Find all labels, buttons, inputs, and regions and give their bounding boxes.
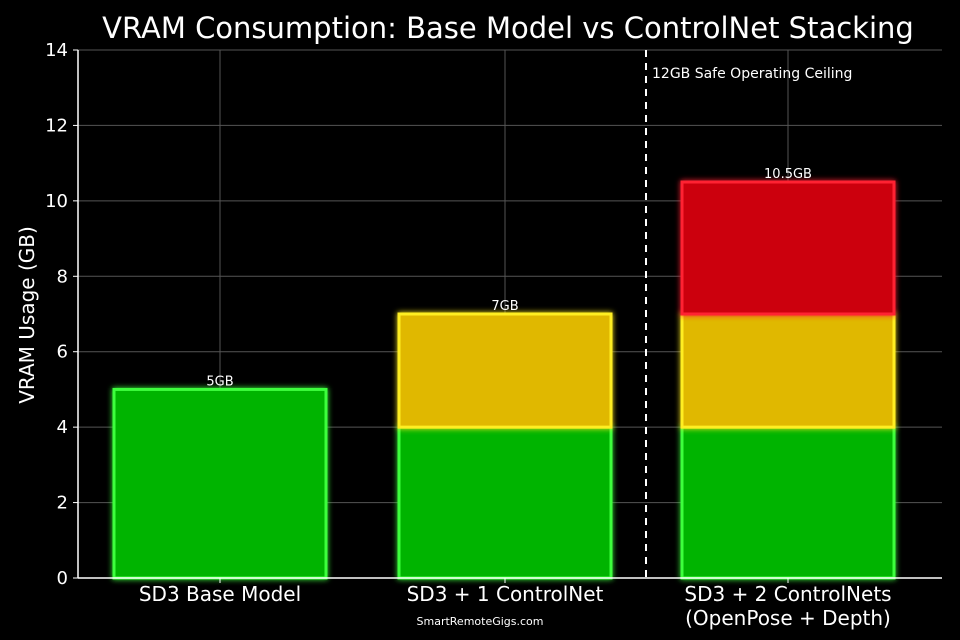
y-axis-title: VRAM Usage (GB) [15, 226, 39, 404]
y-tick-label: 12 [45, 115, 68, 136]
bar-segment [680, 180, 896, 316]
ceiling-annotation: 12GB Safe Operating Ceiling [652, 66, 852, 82]
x-tick-label: SD3 Base Model [139, 582, 301, 606]
bar-value-label: 10.5GB [764, 167, 812, 182]
x-tick-label: SD3 + 1 ControlNet [407, 582, 604, 606]
x-tick-label: SD3 + 2 ControlNets [684, 582, 891, 606]
bar-segment [397, 425, 613, 580]
y-tick-label: 8 [57, 266, 68, 287]
bar-segment [680, 425, 896, 580]
y-tick-label: 2 [57, 493, 68, 514]
bar-segment [397, 312, 613, 429]
y-tick-label: 0 [57, 568, 68, 589]
axes-layer [73, 49, 942, 583]
x-tick-label: (OpenPose + Depth) [685, 606, 891, 630]
y-tick-label: 4 [57, 417, 68, 438]
chart-title: VRAM Consumption: Base Model vs ControlN… [102, 11, 914, 45]
y-tick-label: 14 [45, 40, 68, 61]
bar-value-label: 5GB [206, 374, 233, 389]
labels-layer: 0 2 4 6 8 10 12 14 5GB 7GB 10.5GB SD3 Base Model SD3… [45, 40, 892, 630]
watermark: SmartRemoteGigs.com [417, 615, 544, 628]
bar-segment [112, 387, 328, 580]
y-tick-label: 10 [45, 191, 68, 212]
bar-value-label: 7GB [491, 299, 518, 314]
bar-segment [680, 312, 896, 429]
bars-layer [112, 180, 896, 580]
y-tick-label: 6 [57, 342, 68, 363]
